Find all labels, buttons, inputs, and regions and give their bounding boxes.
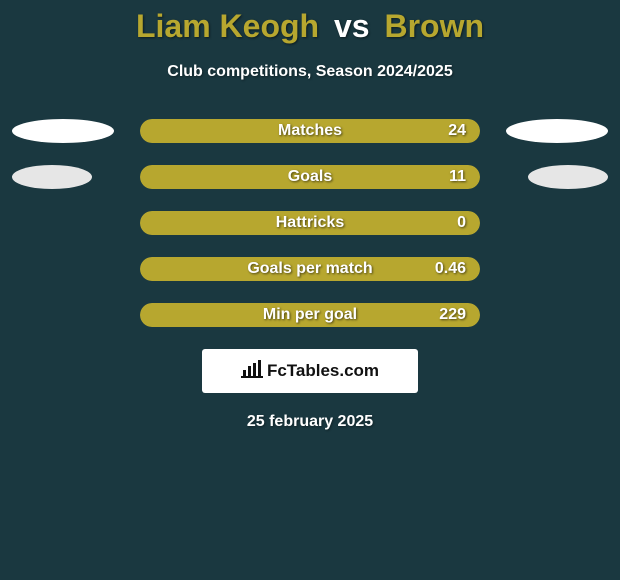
- page-title: Liam Keogh vs Brown: [0, 0, 620, 45]
- player-ellipse: [12, 165, 92, 189]
- stats-rows: Matches24 Goals11 Hattricks0 Goals per matc…: [0, 119, 620, 327]
- stat-value: 0.46: [435, 257, 466, 281]
- stat-bar: Hattricks0: [140, 211, 480, 235]
- title-vs: vs: [334, 8, 370, 44]
- stat-bar: Min per goal229: [140, 303, 480, 327]
- bar-chart-icon: [241, 360, 263, 383]
- date-text: 25 february 2025: [0, 413, 620, 431]
- stat-value: 0: [457, 211, 466, 235]
- stat-row: Matches24: [0, 119, 620, 143]
- title-player2: Brown: [384, 8, 484, 44]
- stat-label: Goals per match: [140, 257, 480, 281]
- stat-label: Hattricks: [140, 211, 480, 235]
- stat-value: 24: [448, 119, 466, 143]
- stat-label: Min per goal: [140, 303, 480, 327]
- stat-label: Matches: [140, 119, 480, 143]
- stat-row: Goals11: [0, 165, 620, 189]
- title-player1: Liam Keogh: [136, 8, 319, 44]
- stat-bar: Goals11: [140, 165, 480, 189]
- stat-row: Hattricks0: [0, 211, 620, 235]
- stat-row: Goals per match0.46: [0, 257, 620, 281]
- player-ellipse: [12, 119, 114, 143]
- stat-bar: Matches24: [140, 119, 480, 143]
- player-ellipse: [528, 165, 608, 189]
- subtitle: Club competitions, Season 2024/2025: [0, 63, 620, 81]
- player-ellipse: [506, 119, 608, 143]
- stat-value: 11: [449, 165, 466, 189]
- brand-box[interactable]: FcTables.com: [202, 349, 418, 393]
- stat-row: Min per goal229: [0, 303, 620, 327]
- stat-value: 229: [439, 303, 466, 327]
- stat-label: Goals: [140, 165, 480, 189]
- brand-text: FcTables.com: [267, 361, 379, 381]
- stat-bar: Goals per match0.46: [140, 257, 480, 281]
